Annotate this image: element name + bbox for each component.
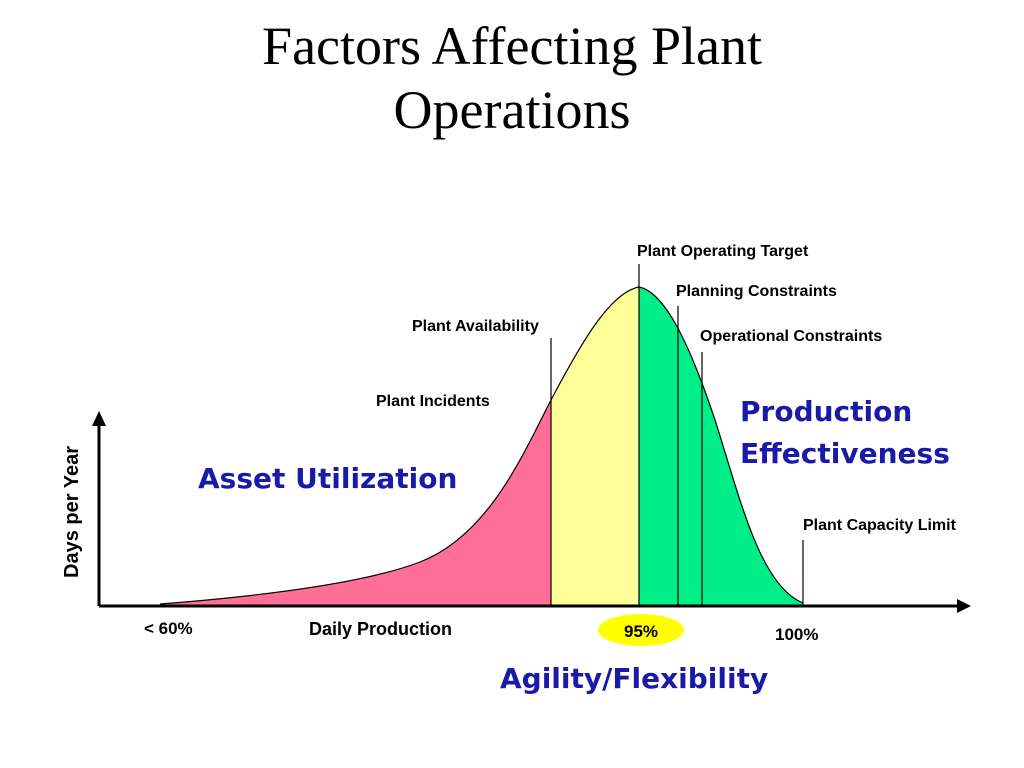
tick-target-label: 95% bbox=[624, 622, 658, 641]
production-effectiveness-label-line2: Effectiveness bbox=[740, 437, 950, 470]
slide-title-line1: Factors Affecting Plant bbox=[262, 16, 762, 76]
distribution-curve bbox=[159, 286, 804, 605]
plant-availability-region bbox=[551, 287, 639, 606]
plant-availability-label: Plant Availability bbox=[412, 318, 539, 335]
plant-capacity-limit-label: Plant Capacity Limit bbox=[803, 517, 957, 534]
agility-flexibility-label: Agility/Flexibility bbox=[500, 662, 768, 695]
production-effectiveness-label-line1: Production bbox=[740, 395, 912, 428]
planning-constraints-label: Planning Constraints bbox=[676, 283, 837, 300]
slide-title: Factors Affecting Plant Operations bbox=[0, 14, 1024, 142]
plant-incidents-label: Plant Incidents bbox=[376, 393, 490, 410]
y-axis-arrow bbox=[92, 411, 106, 426]
y-axis-label: Days per Year bbox=[61, 446, 83, 578]
asset-utilization-region bbox=[160, 400, 551, 606]
tick-high-label: 100% bbox=[775, 625, 818, 644]
operational-constraints-label: Operational Constraints bbox=[700, 328, 882, 345]
x-axis-label: Daily Production bbox=[309, 619, 452, 639]
asset-utilization-label: Asset Utilization bbox=[198, 462, 457, 495]
target-highlight bbox=[598, 614, 684, 646]
plant-operating-target-label: Plant Operating Target bbox=[637, 243, 809, 260]
slide-title-line2: Operations bbox=[393, 80, 631, 140]
x-axis-arrow bbox=[957, 599, 971, 613]
tick-low-label: < 60% bbox=[144, 619, 193, 638]
production-effectiveness-region bbox=[639, 287, 803, 606]
